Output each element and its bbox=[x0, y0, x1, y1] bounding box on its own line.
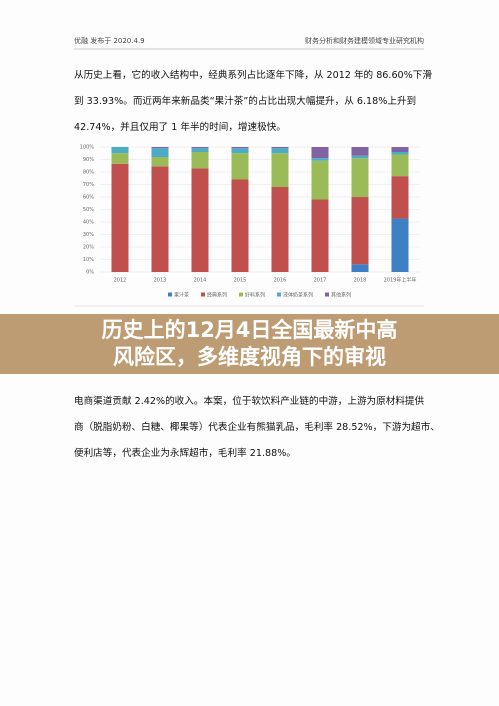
bar-segment bbox=[311, 147, 329, 159]
bar-segment bbox=[271, 148, 289, 154]
banner-title: 历史上的12月4日全国最新中高 bbox=[102, 318, 398, 342]
bar-segment bbox=[311, 158, 329, 161]
chart: 0% 10% 20% 30% 40% 50% 60% 70% 80% 90% 100% 2012 201… bbox=[74, 145, 424, 307]
bar-segment bbox=[231, 148, 249, 154]
bar-segment bbox=[351, 155, 369, 159]
paragraph-line: 商（脱脂奶粉、白糖、椰果等）代表企业有熊猫乳品，毛利率 28.52%，下游为超市… bbox=[74, 421, 440, 433]
legend-label: 好料系列 bbox=[245, 292, 265, 299]
bar-segment bbox=[231, 147, 249, 149]
bar-segment bbox=[351, 158, 369, 198]
legend-swatch bbox=[239, 292, 243, 297]
bar-segment bbox=[191, 147, 209, 149]
header-left: 优融 发布于 2020.4.9 bbox=[74, 36, 145, 45]
banner bbox=[0, 314, 499, 374]
legend-label: 其他系列 bbox=[331, 292, 351, 299]
bar-segment bbox=[231, 153, 249, 180]
y-tick-label: 30% bbox=[83, 232, 94, 238]
x-tick-label: 2016 bbox=[274, 278, 287, 284]
paragraph-line: 42.74%，并且仅用了 1 年半的时间，增速极快。 bbox=[74, 121, 286, 133]
bar-segment bbox=[271, 153, 289, 187]
x-tick-label: 2012 bbox=[114, 278, 127, 284]
bar-segment bbox=[351, 197, 369, 265]
x-tick-label: 2013 bbox=[154, 278, 167, 284]
bar-segment bbox=[151, 147, 169, 149]
bar-segment bbox=[271, 187, 289, 272]
bar-segment bbox=[391, 218, 409, 272]
paragraph-line: 到 33.93%。而近两年来新品类“果汁茶”的占比出现大幅提升，从 6.18%上… bbox=[74, 95, 416, 107]
legend-swatch bbox=[201, 292, 205, 297]
bar-segment bbox=[151, 166, 169, 272]
paragraph-line: 从历史上看，它的收入结构中，经典系列占比逐年下降，从 2012 年的 86.60… bbox=[74, 69, 432, 81]
y-tick-label: 90% bbox=[83, 157, 94, 163]
x-tick-label: 2017 bbox=[314, 278, 327, 284]
bar-segment bbox=[191, 148, 209, 152]
bar-segment bbox=[151, 148, 169, 157]
bar-segment bbox=[351, 147, 369, 156]
bar-segment bbox=[191, 168, 209, 272]
y-tick-label: 80% bbox=[83, 170, 94, 176]
legend-swatch bbox=[325, 292, 329, 297]
banner-title: 风险区，多维度视角下的审视 bbox=[113, 345, 386, 369]
y-tick-label: 100% bbox=[80, 145, 95, 151]
bar-segment bbox=[391, 154, 409, 177]
x-tick-label: 2015 bbox=[234, 278, 247, 284]
y-tick-label: 70% bbox=[83, 182, 94, 188]
bar-segment bbox=[191, 152, 209, 169]
bar-segment bbox=[151, 157, 169, 167]
paragraph-line: 便利店等，代表企业为永辉超市，毛利率 21.88%。 bbox=[74, 447, 296, 459]
header-right: 财务分析和财务建模领域专业研究机构 bbox=[305, 36, 424, 45]
bar-segment bbox=[271, 147, 289, 149]
bar-segment bbox=[111, 147, 129, 154]
bar-segment bbox=[111, 163, 129, 272]
bar-segment bbox=[111, 153, 129, 164]
bar-segment bbox=[351, 264, 369, 272]
bar-segment bbox=[311, 160, 329, 200]
y-tick-label: 20% bbox=[83, 245, 94, 251]
y-tick-label: 0% bbox=[86, 270, 94, 276]
y-tick-label: 60% bbox=[83, 195, 94, 201]
paragraph-line: 电商渠道贡献 2.42%的收入。本案，位于软饮料产业链的中游，上游为原材料提供 bbox=[74, 395, 425, 407]
x-tick-label: 2018 bbox=[354, 278, 367, 284]
bar-segment bbox=[391, 152, 409, 155]
bar-segment bbox=[231, 179, 249, 272]
y-tick-label: 40% bbox=[83, 220, 94, 226]
y-tick-label: 10% bbox=[83, 257, 94, 263]
x-tick-label: 2014 bbox=[194, 278, 207, 284]
legend-label: 液体奶茶系列 bbox=[283, 292, 313, 299]
legend-label: 经典系列 bbox=[207, 292, 227, 299]
legend-label: 果汁茶 bbox=[174, 292, 189, 299]
bar-segment bbox=[391, 147, 409, 153]
legend-swatch bbox=[168, 292, 172, 297]
bar-segment bbox=[391, 176, 409, 219]
y-tick-label: 50% bbox=[83, 207, 94, 213]
legend-swatch bbox=[277, 292, 281, 297]
bar-segment bbox=[311, 199, 329, 272]
x-tick-label: 2019年上半年 bbox=[384, 277, 417, 284]
